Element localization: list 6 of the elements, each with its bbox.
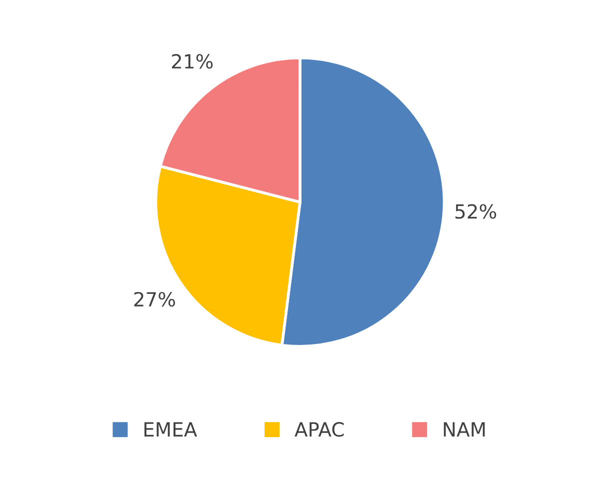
data-label: 21% [172,54,213,69]
data-label: 27% [134,292,176,307]
data-label: 52% [456,204,496,219]
legend-label: APAC [294,422,344,437]
legend-label: NAM [444,422,485,436]
legend-label: EMEA [144,422,198,436]
